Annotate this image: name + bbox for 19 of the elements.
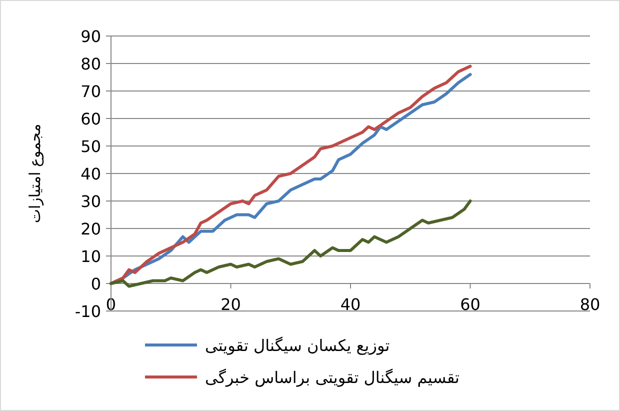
x-tick-label: 80 xyxy=(580,295,600,314)
legend-label: تقسیم سیگنال تقویتی براساس خبرگی xyxy=(205,368,460,387)
y-tick-label: 40 xyxy=(80,164,101,184)
line-series xyxy=(110,200,472,288)
y-tick-label: 70 xyxy=(80,82,101,101)
y-axis-title: مجموع امتیازات xyxy=(26,124,44,224)
y-tick-label: -10 xyxy=(74,302,101,321)
y-tick-label: 20 xyxy=(80,220,101,238)
y-tick-label: 10 xyxy=(80,247,101,266)
y-tick-label: 30 xyxy=(80,192,101,211)
y-tick-label: 60 xyxy=(80,110,101,128)
x-tick-label: 40 xyxy=(340,295,361,314)
y-tick-label: 0 xyxy=(90,274,101,294)
x-tick-label: 60 xyxy=(460,295,480,314)
y-tick-label: 90 xyxy=(80,27,101,46)
x-tick-label: 20 xyxy=(220,295,241,314)
y-tick-label: 80 xyxy=(80,54,101,74)
y-tick-label: 50 xyxy=(80,137,101,156)
legend-label: توزیع یکسان سیگنال تقویتی xyxy=(205,336,390,355)
